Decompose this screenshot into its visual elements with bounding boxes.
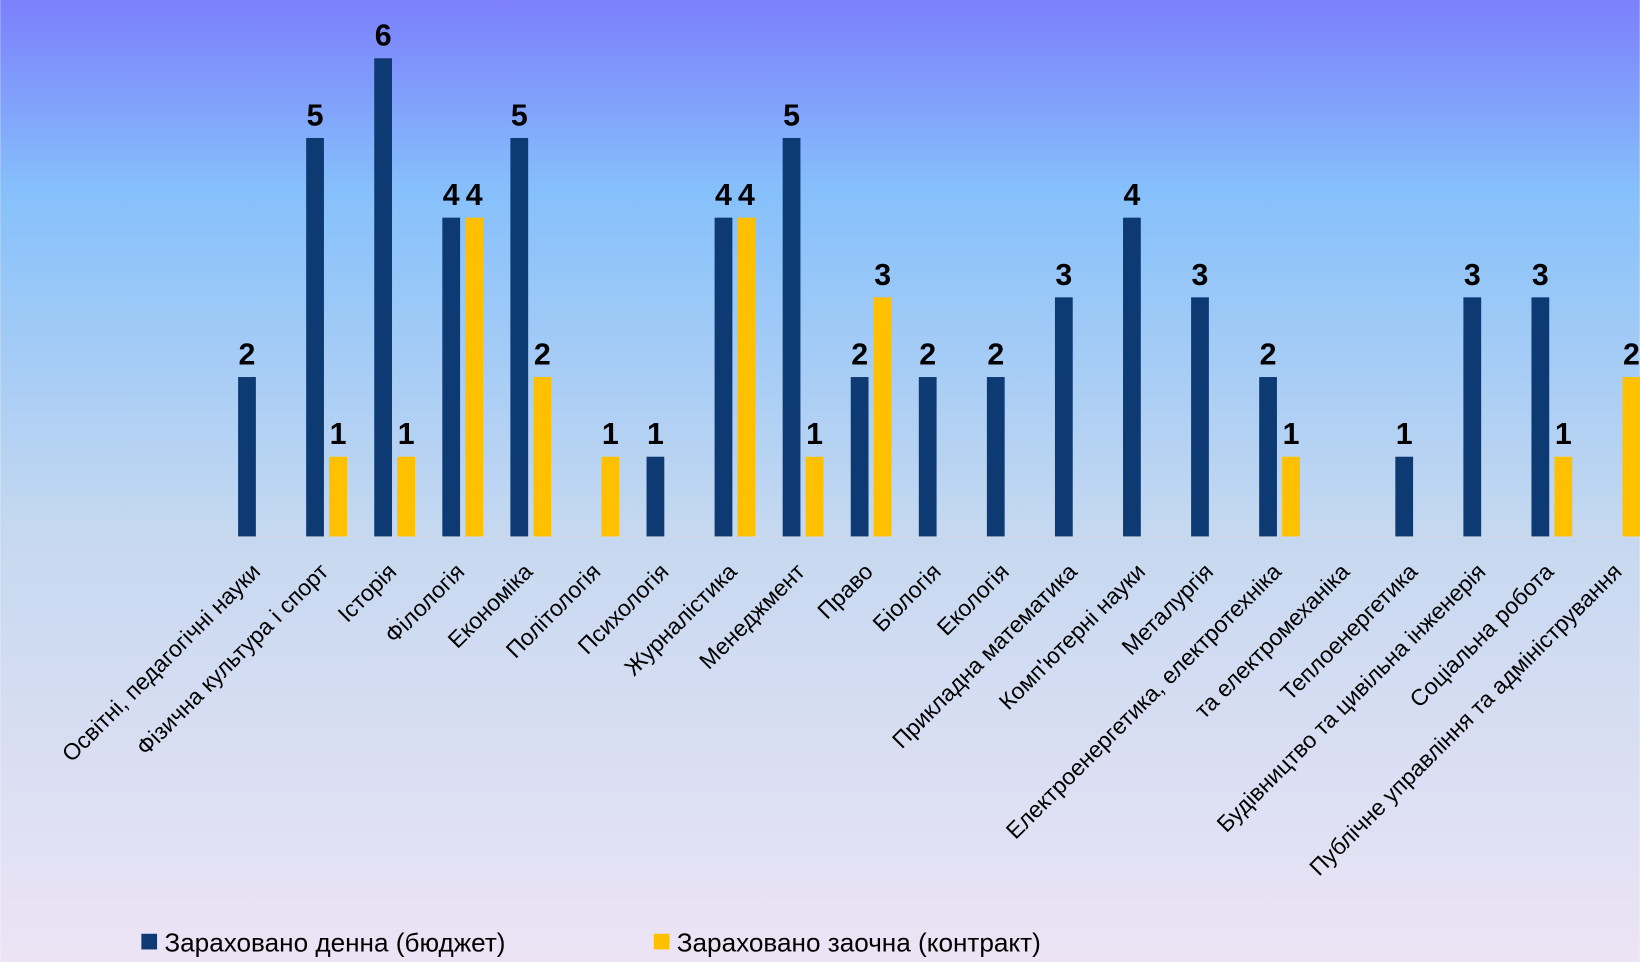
value-label: 4 [715, 179, 732, 212]
bar [646, 456, 665, 537]
value-label: 1 [647, 418, 664, 451]
value-label: 3 [1055, 259, 1072, 292]
bar [782, 137, 801, 537]
bar [1395, 456, 1414, 537]
bar [1531, 297, 1550, 537]
value-label: 2 [851, 338, 868, 371]
bar [601, 456, 620, 537]
value-label: 2 [987, 338, 1004, 371]
value-label: 4 [738, 179, 755, 212]
bar [533, 377, 552, 537]
value-label: 1 [806, 418, 823, 451]
value-label: 3 [1464, 259, 1481, 292]
value-label: 2 [1260, 338, 1277, 371]
bar [1622, 377, 1640, 537]
bar [737, 217, 756, 537]
bar [805, 456, 824, 537]
value-label: 6 [375, 20, 392, 53]
legend-label: Зараховано денна (бюджет) [164, 928, 505, 958]
bar [306, 137, 324, 537]
value-label: 3 [1532, 259, 1549, 292]
legend-swatch [141, 933, 158, 950]
value-label: 1 [1555, 418, 1572, 451]
bar [850, 377, 869, 537]
legend-swatch [653, 933, 670, 950]
value-label: 5 [511, 99, 528, 132]
value-label: 3 [1192, 259, 1209, 292]
bar [1282, 456, 1300, 537]
bar [329, 456, 347, 537]
legend-label: Зараховано заочна (контракт) [677, 928, 1041, 958]
bar [873, 297, 892, 537]
value-label: 1 [602, 418, 619, 451]
bar [1259, 377, 1277, 537]
value-label: 1 [1283, 418, 1300, 451]
value-label: 2 [534, 338, 551, 371]
value-label: 3 [874, 259, 891, 292]
bar [442, 217, 461, 537]
bar [465, 217, 484, 537]
value-label: 1 [330, 418, 347, 451]
bar [374, 58, 393, 537]
value-label: 1 [398, 418, 415, 451]
value-label: 4 [466, 179, 483, 212]
bar [397, 456, 416, 537]
bar [1463, 297, 1482, 537]
value-label: 1 [1396, 418, 1413, 451]
bar [238, 377, 256, 537]
bar [510, 137, 529, 537]
bar [918, 377, 937, 537]
value-label: 2 [919, 338, 936, 371]
value-label: 5 [783, 99, 800, 132]
bar [986, 377, 1005, 537]
value-label: 2 [239, 338, 256, 371]
value-label: 4 [1123, 179, 1140, 212]
value-label: 2 [1623, 338, 1640, 371]
bar [714, 217, 733, 537]
bar [1123, 217, 1141, 537]
value-label: 4 [443, 179, 460, 212]
bar [1554, 456, 1573, 537]
bar [1191, 297, 1209, 537]
value-label: 5 [307, 99, 324, 132]
bar [1054, 297, 1073, 537]
